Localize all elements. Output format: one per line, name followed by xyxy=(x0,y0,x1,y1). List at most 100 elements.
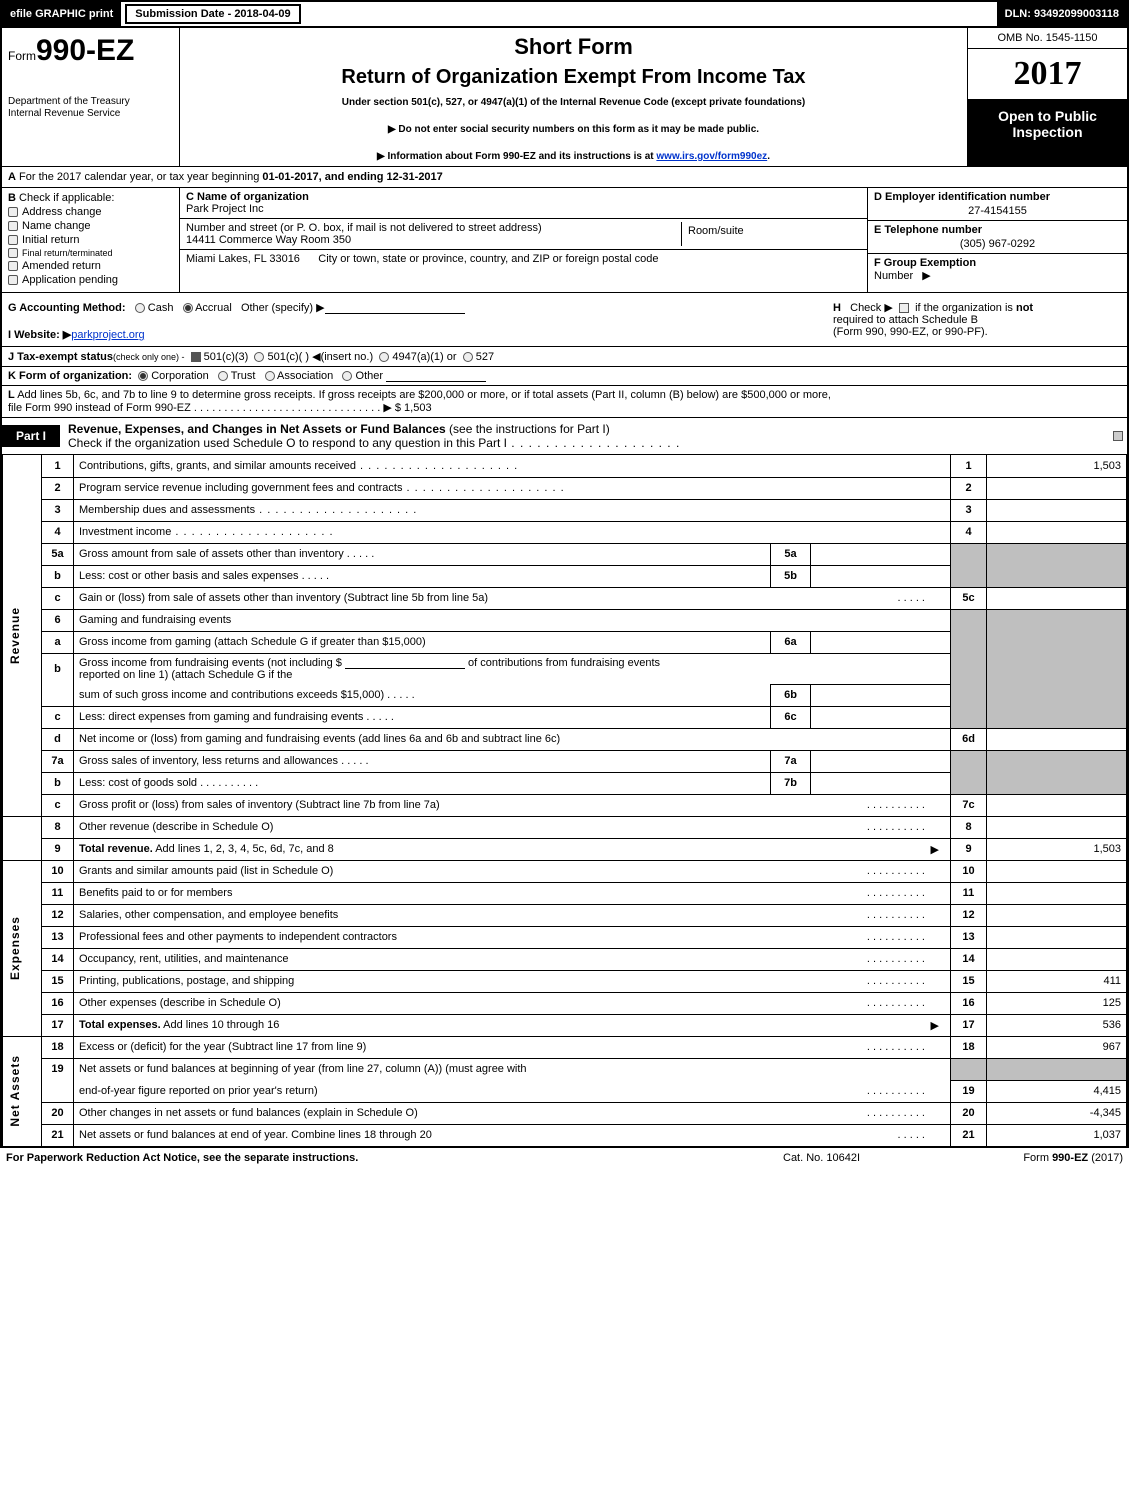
G-label: G Accounting Method: xyxy=(8,302,126,314)
radio-association[interactable] xyxy=(265,371,275,381)
J-small: (check only one) - xyxy=(113,352,185,362)
col-DEF: D Employer identification number 27-4154… xyxy=(867,188,1127,292)
side-label-expenses: Expenses xyxy=(3,860,42,1036)
footer-cat: Cat. No. 10642I xyxy=(783,1152,963,1164)
chk-label: Initial return xyxy=(22,234,79,246)
line-value xyxy=(987,794,1127,816)
D-block: D Employer identification number 27-4154… xyxy=(868,188,1127,221)
sub-lineno: 7b xyxy=(771,772,811,794)
radio-trust[interactable] xyxy=(218,371,228,381)
line-desc: Occupancy, rent, utilities, and maintena… xyxy=(74,948,951,970)
table-row: Net Assets 18 Excess or (deficit) for th… xyxy=(3,1036,1127,1058)
line-value xyxy=(987,948,1127,970)
lineno: b xyxy=(42,772,74,794)
radio-527[interactable] xyxy=(463,352,473,362)
chk-501c3[interactable] xyxy=(191,352,201,362)
table-row: 14 Occupancy, rent, utilities, and maint… xyxy=(3,948,1127,970)
A-end: 12-31-2017 xyxy=(387,171,443,183)
K-label: K Form of organization: xyxy=(8,370,132,382)
K-o1: Corporation xyxy=(151,370,208,382)
sub-value xyxy=(811,565,951,587)
top-bar: efile GRAPHIC print Submission Date - 20… xyxy=(2,2,1127,28)
chk-initial-return[interactable]: Initial return xyxy=(8,234,173,246)
lineno: 10 xyxy=(42,860,74,882)
radio-501c[interactable] xyxy=(254,352,264,362)
chk-label: Address change xyxy=(22,206,102,218)
L-row: L Add lines 5b, 6c, and 7b to line 9 to … xyxy=(2,386,1127,418)
sub-value xyxy=(811,772,951,794)
table-row: 19 Net assets or fund balances at beginn… xyxy=(3,1058,1127,1080)
l6b-post: of contributions from fundraising events xyxy=(465,657,660,669)
header-left: Form990-EZ Department of the Treasury In… xyxy=(2,28,180,166)
H-block: H Check ▶ if the organization is not req… xyxy=(827,293,1127,346)
radio-other[interactable] xyxy=(342,371,352,381)
C-street-value: 14411 Commerce Way Room 350 xyxy=(186,234,681,246)
H-checkbox[interactable] xyxy=(899,303,909,313)
table-row: d Net income or (loss) from gaming and f… xyxy=(3,728,1127,750)
A-pre: For the 2017 calendar year, or tax year … xyxy=(19,171,262,183)
H-text3: required to attach Schedule B xyxy=(833,314,1121,326)
line-rn: 16 xyxy=(951,992,987,1014)
line-value: -4,345 xyxy=(987,1102,1127,1124)
line-desc: Excess or (deficit) for the year (Subtra… xyxy=(74,1036,951,1058)
radio-accrual[interactable] xyxy=(183,303,193,313)
line-desc: Membership dues and assessments xyxy=(74,499,951,521)
instructions-link[interactable]: www.irs.gov/form990ez xyxy=(656,151,767,162)
G-other: Other (specify) ▶ xyxy=(241,302,325,314)
website-link[interactable]: parkproject.org xyxy=(71,329,144,341)
omb-box: OMB No. 1545-1150 xyxy=(968,28,1127,49)
lines-table: Revenue 1 Contributions, gifts, grants, … xyxy=(2,455,1127,1146)
dept-line1: Department of the Treasury xyxy=(8,96,173,108)
arrow2-post: . xyxy=(767,151,770,162)
header-center: Short Form Return of Organization Exempt… xyxy=(180,28,967,166)
radio-4947[interactable] xyxy=(379,352,389,362)
line-value xyxy=(987,477,1127,499)
open-to-public-box: Open to Public Inspection xyxy=(968,100,1127,166)
line-rn: 6d xyxy=(951,728,987,750)
table-row: 16 Other expenses (describe in Schedule … xyxy=(3,992,1127,1014)
table-row: 5a Gross amount from sale of assets othe… xyxy=(3,543,1127,565)
line-rn: 19 xyxy=(951,1080,987,1102)
table-row: 8 Other revenue (describe in Schedule O)… xyxy=(3,816,1127,838)
col-C: C Name of organization Park Project Inc … xyxy=(180,188,867,292)
part-I-checkbox[interactable] xyxy=(1113,431,1123,441)
G-line: G Accounting Method: Cash Accrual Other … xyxy=(8,301,821,314)
line-value: 967 xyxy=(987,1036,1127,1058)
C-city-label: City or town, state or province, country… xyxy=(318,253,658,265)
sub-lineno: 6c xyxy=(771,706,811,728)
I-label: I Website: ▶ xyxy=(8,329,71,341)
line-desc: Contributions, gifts, grants, and simila… xyxy=(74,455,951,477)
J-insert: ◀(insert no.) xyxy=(312,351,373,363)
L-dots: . . . . . . . . . . . . . . . . . . . . … xyxy=(191,402,395,414)
C-name-value: Park Project Inc xyxy=(186,203,861,215)
lineno: 7a xyxy=(42,750,74,772)
part-I-checkbox-cell xyxy=(1109,430,1127,442)
C-room-suite: Room/suite xyxy=(681,222,861,246)
lineno: 8 xyxy=(42,816,74,838)
line-rn: 18 xyxy=(951,1036,987,1058)
chk-final-return[interactable]: Final return/terminated xyxy=(8,248,173,258)
table-row: 6 Gaming and fundraising events xyxy=(3,609,1127,631)
submission-date-box: Submission Date - 2018-04-09 xyxy=(125,4,300,24)
radio-cash[interactable] xyxy=(135,303,145,313)
K-other-underline xyxy=(386,370,486,382)
line-value: 4,415 xyxy=(987,1080,1127,1102)
chk-amended-return[interactable]: Amended return xyxy=(8,260,173,272)
lineno: 21 xyxy=(42,1124,74,1146)
chk-address-change[interactable]: Address change xyxy=(8,206,173,218)
line-desc: Total revenue. Add lines 1, 2, 3, 4, 5c,… xyxy=(74,838,951,860)
G-other-underline xyxy=(325,302,465,314)
lineno-blank xyxy=(42,1080,74,1102)
D-value: 27-4154155 xyxy=(874,203,1121,217)
dln-tag: DLN: 93492099003118 xyxy=(997,2,1127,26)
chk-application-pending[interactable]: Application pending xyxy=(8,274,173,286)
line-rn: 17 xyxy=(951,1014,987,1036)
radio-corporation[interactable] xyxy=(138,371,148,381)
L-amount: $ 1,503 xyxy=(395,402,432,414)
gray-cell xyxy=(951,543,987,587)
table-row: 17 Total expenses. Add lines 10 through … xyxy=(3,1014,1127,1036)
chk-label: Final return/terminated xyxy=(22,248,113,258)
form-990ez-page: efile GRAPHIC print Submission Date - 20… xyxy=(0,0,1129,1148)
chk-name-change[interactable]: Name change xyxy=(8,220,173,232)
lineno: 6 xyxy=(42,609,74,631)
